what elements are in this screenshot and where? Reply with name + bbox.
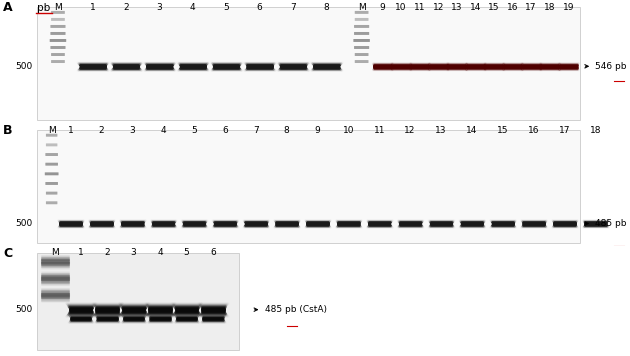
- FancyBboxPatch shape: [51, 11, 65, 14]
- Text: 500: 500: [16, 219, 33, 228]
- FancyBboxPatch shape: [46, 143, 57, 146]
- Text: M: M: [52, 248, 59, 257]
- Text: 3: 3: [156, 3, 163, 12]
- Text: M: M: [48, 126, 55, 135]
- Text: 17: 17: [525, 3, 537, 12]
- Text: 4: 4: [158, 248, 163, 257]
- FancyBboxPatch shape: [355, 60, 369, 63]
- FancyBboxPatch shape: [45, 163, 58, 166]
- Text: 485 pb (CstA): 485 pb (CstA): [595, 219, 630, 228]
- FancyBboxPatch shape: [45, 182, 58, 185]
- Text: 8: 8: [284, 126, 290, 135]
- Text: 15: 15: [497, 126, 508, 135]
- FancyBboxPatch shape: [50, 25, 66, 28]
- Text: 8: 8: [323, 3, 329, 12]
- Text: 2: 2: [123, 3, 129, 12]
- FancyBboxPatch shape: [353, 39, 370, 42]
- FancyBboxPatch shape: [45, 153, 58, 156]
- FancyBboxPatch shape: [355, 53, 369, 56]
- Text: 2: 2: [99, 126, 104, 135]
- Text: 13: 13: [451, 3, 462, 12]
- Text: 2: 2: [105, 248, 110, 257]
- Text: M: M: [54, 3, 62, 12]
- FancyBboxPatch shape: [51, 53, 65, 56]
- Text: 4: 4: [190, 3, 195, 12]
- Text: 16: 16: [528, 126, 539, 135]
- FancyBboxPatch shape: [354, 32, 369, 35]
- Text: M: M: [358, 3, 365, 12]
- Text: C: C: [3, 247, 12, 260]
- FancyBboxPatch shape: [50, 39, 66, 42]
- Text: 7: 7: [290, 3, 296, 12]
- Text: 18: 18: [590, 126, 601, 135]
- Text: 1: 1: [77, 248, 84, 257]
- FancyBboxPatch shape: [46, 201, 57, 204]
- FancyBboxPatch shape: [355, 18, 369, 21]
- Text: 6: 6: [256, 3, 263, 12]
- FancyBboxPatch shape: [37, 130, 580, 243]
- FancyBboxPatch shape: [51, 18, 65, 21]
- Text: B: B: [3, 124, 13, 137]
- FancyBboxPatch shape: [37, 7, 580, 120]
- Text: 7: 7: [253, 126, 259, 135]
- FancyBboxPatch shape: [354, 25, 369, 28]
- Text: 5: 5: [223, 3, 229, 12]
- Text: 1: 1: [89, 3, 96, 12]
- Text: 546 pb (CstA): 546 pb (CstA): [595, 62, 630, 71]
- FancyBboxPatch shape: [46, 134, 57, 137]
- FancyBboxPatch shape: [46, 192, 57, 195]
- Text: 15: 15: [488, 3, 500, 12]
- FancyBboxPatch shape: [354, 46, 369, 49]
- Text: 18: 18: [544, 3, 556, 12]
- Text: 9: 9: [379, 3, 386, 12]
- Text: 17: 17: [559, 126, 570, 135]
- Text: 485 pb (CstA): 485 pb (CstA): [265, 305, 326, 314]
- Text: 6: 6: [222, 126, 228, 135]
- Text: 12: 12: [432, 3, 444, 12]
- Text: 16: 16: [507, 3, 518, 12]
- FancyBboxPatch shape: [51, 60, 65, 63]
- Text: 5: 5: [191, 126, 197, 135]
- Text: pb: pb: [37, 3, 51, 13]
- FancyBboxPatch shape: [37, 253, 239, 350]
- Text: 10: 10: [343, 126, 354, 135]
- Text: 3: 3: [130, 248, 137, 257]
- Text: 12: 12: [404, 126, 416, 135]
- Text: A: A: [3, 1, 13, 14]
- Text: 11: 11: [374, 126, 385, 135]
- Text: 13: 13: [435, 126, 447, 135]
- Text: 500: 500: [16, 305, 33, 314]
- Text: 500: 500: [16, 62, 33, 71]
- Text: 14: 14: [469, 3, 481, 12]
- Text: 1: 1: [67, 126, 74, 135]
- FancyBboxPatch shape: [50, 32, 66, 35]
- Text: 14: 14: [466, 126, 478, 135]
- Text: 9: 9: [314, 126, 321, 135]
- Text: 5: 5: [183, 248, 190, 257]
- FancyBboxPatch shape: [45, 172, 59, 175]
- Text: 3: 3: [129, 126, 135, 135]
- Text: 6: 6: [210, 248, 216, 257]
- Text: 4: 4: [161, 126, 166, 135]
- FancyBboxPatch shape: [355, 11, 369, 14]
- Text: 11: 11: [414, 3, 425, 12]
- FancyBboxPatch shape: [50, 46, 66, 49]
- Text: 10: 10: [395, 3, 407, 12]
- Text: 19: 19: [563, 3, 574, 12]
